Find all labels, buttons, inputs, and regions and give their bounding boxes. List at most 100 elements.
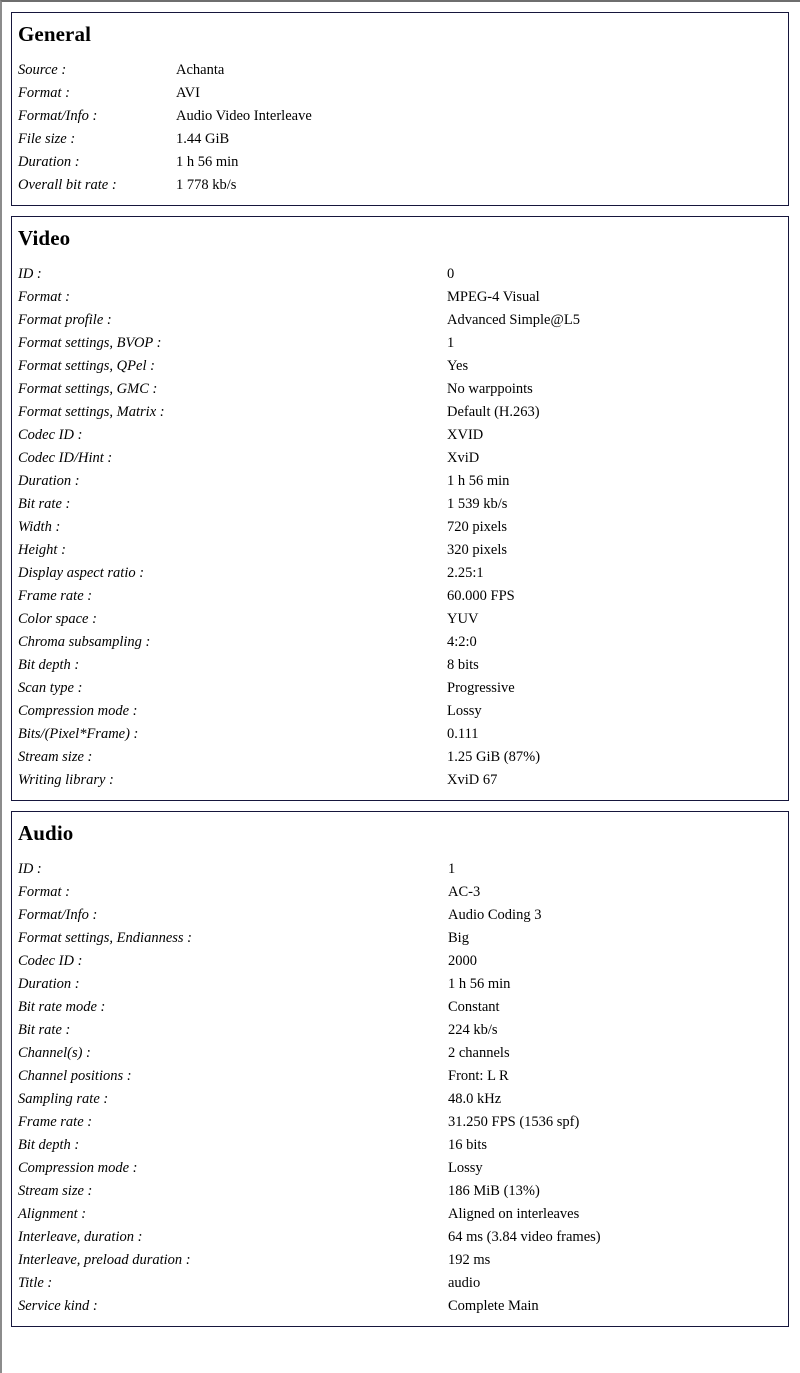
property-row: Frame rate : 60.000 FPS <box>12 585 788 608</box>
property-row: Codec ID/Hint : XviD <box>12 447 788 470</box>
property-value: 31.250 FPS (1536 spf) <box>448 1114 580 1130</box>
property-label: Format : <box>18 85 70 101</box>
property-value: 224 kb/s <box>448 1022 498 1038</box>
property-value: Default (H.263) <box>447 404 540 420</box>
property-value: MPEG-4 Visual <box>447 289 540 305</box>
property-label: Stream size : <box>18 1183 93 1199</box>
property-row: Duration : 1 h 56 min <box>12 973 788 996</box>
property-label: Compression mode : <box>18 1160 138 1176</box>
property-row: Title : audio <box>12 1272 788 1295</box>
property-value: Aligned on interleaves <box>448 1206 580 1222</box>
property-row: Format settings, Matrix : Default (H.263… <box>12 401 788 424</box>
property-value: 2.25:1 <box>447 565 484 581</box>
property-value: XviD <box>447 450 480 466</box>
property-row: File size : 1.44 GiB <box>12 128 788 151</box>
property-row: ID : 1 <box>12 858 788 881</box>
property-value: 1.25 GiB (87%) <box>447 749 541 765</box>
property-label: File size : <box>18 131 76 147</box>
property-row: Sampling rate : 48.0 kHz <box>12 1088 788 1111</box>
property-row: Codec ID : XVID <box>12 424 788 447</box>
property-value: 720 pixels <box>447 519 508 535</box>
property-value: 0.111 <box>447 726 479 742</box>
property-row: Alignment : Aligned on interleaves <box>12 1203 788 1226</box>
property-row: Format : AVI <box>12 82 788 105</box>
property-value: 1 h 56 min <box>447 473 510 489</box>
property-value: 0 <box>447 266 455 282</box>
property-row: Interleave, preload duration : 192 ms <box>12 1249 788 1272</box>
property-value: Constant <box>448 999 500 1015</box>
property-label: Bit depth : <box>18 1137 80 1153</box>
property-row: Height : 320 pixels <box>12 539 788 562</box>
property-list-video: ID : 0 Format : MPEG-4 Visual Format pro… <box>12 263 788 792</box>
property-label: Format/Info : <box>18 907 98 923</box>
property-label: Codec ID : <box>18 427 83 443</box>
property-label: Format profile : <box>18 312 112 328</box>
property-label: Title : <box>18 1275 53 1291</box>
section-heading-video: Video <box>18 226 71 250</box>
property-value: 1 h 56 min <box>176 154 239 170</box>
media-info-report: General Source : Achanta Format : AVI Fo… <box>11 12 789 1361</box>
property-value: 1.44 GiB <box>176 131 230 147</box>
property-label: Format settings, BVOP : <box>18 335 162 351</box>
property-label: ID : <box>18 266 42 282</box>
property-value: Big <box>448 930 469 946</box>
property-row: Stream size : 186 MiB (13%) <box>12 1180 788 1203</box>
property-value: 1 h 56 min <box>448 976 511 992</box>
property-value: 1 <box>448 861 456 877</box>
property-value: audio <box>448 1275 481 1291</box>
section-audio: Audio ID : 1 Format : AC-3 Format/Info :… <box>11 811 789 1327</box>
property-label: Source : <box>18 62 67 78</box>
property-row: Bit depth : 16 bits <box>12 1134 788 1157</box>
property-value: YUV <box>447 611 479 627</box>
property-row: Source : Achanta <box>12 59 788 82</box>
property-value: 2000 <box>448 953 477 969</box>
property-row: Service kind : Complete Main <box>12 1295 788 1318</box>
property-value: 320 pixels <box>447 542 508 558</box>
property-label: Overall bit rate : <box>18 177 117 193</box>
property-list-audio: ID : 1 Format : AC-3 Format/Info : Audio… <box>12 858 788 1318</box>
property-value: XviD 67 <box>447 772 498 788</box>
property-label: Format/Info : <box>18 108 98 124</box>
property-label: Scan type : <box>18 680 83 696</box>
property-label: Frame rate : <box>18 588 93 604</box>
property-value: 1 778 kb/s <box>176 177 237 193</box>
property-value: Lossy <box>448 1160 483 1176</box>
property-value: Lossy <box>447 703 482 719</box>
property-row: Duration : 1 h 56 min <box>12 470 788 493</box>
property-row: Interleave, duration : 64 ms (3.84 video… <box>12 1226 788 1249</box>
section-general: General Source : Achanta Format : AVI Fo… <box>11 12 789 206</box>
property-value: 186 MiB (13%) <box>448 1183 540 1199</box>
property-label: Stream size : <box>18 749 93 765</box>
property-row: Stream size : 1.25 GiB (87%) <box>12 746 788 769</box>
property-value: 8 bits <box>447 657 479 673</box>
property-label: Writing library : <box>18 772 114 788</box>
property-value: 2 channels <box>448 1045 510 1061</box>
property-value: AC-3 <box>448 884 481 900</box>
property-label: Bit depth : <box>18 657 80 673</box>
property-value: Advanced Simple@L5 <box>447 312 580 328</box>
property-label: Format settings, Endianness : <box>18 930 192 946</box>
property-label: Service kind : <box>18 1298 98 1314</box>
property-label: Channel positions : <box>18 1068 132 1084</box>
property-row: Bit rate : 224 kb/s <box>12 1019 788 1042</box>
property-label: Duration : <box>18 976 80 992</box>
property-row: Compression mode : Lossy <box>12 1157 788 1180</box>
page-bottom-spacer <box>11 1337 789 1361</box>
property-value: Achanta <box>176 62 225 78</box>
property-value: 48.0 kHz <box>448 1091 502 1107</box>
property-row: Format/Info : Audio Coding 3 <box>12 904 788 927</box>
property-row: Format settings, Endianness : Big <box>12 927 788 950</box>
property-row: Bit rate : 1 539 kb/s <box>12 493 788 516</box>
property-value: 192 ms <box>448 1252 491 1268</box>
property-label: Height : <box>18 542 66 558</box>
property-label: Compression mode : <box>18 703 138 719</box>
property-row: Format settings, GMC : No warppoints <box>12 378 788 401</box>
property-row: Bits/(Pixel*Frame) : 0.111 <box>12 723 788 746</box>
property-row: Bit rate mode : Constant <box>12 996 788 1019</box>
property-value: No warppoints <box>447 381 533 397</box>
property-label: Channel(s) : <box>18 1045 91 1061</box>
property-label: Sampling rate : <box>18 1091 109 1107</box>
property-value: 1 <box>447 335 455 351</box>
property-list-general: Source : Achanta Format : AVI Format/Inf… <box>12 59 788 197</box>
property-label: Display aspect ratio : <box>18 565 145 581</box>
